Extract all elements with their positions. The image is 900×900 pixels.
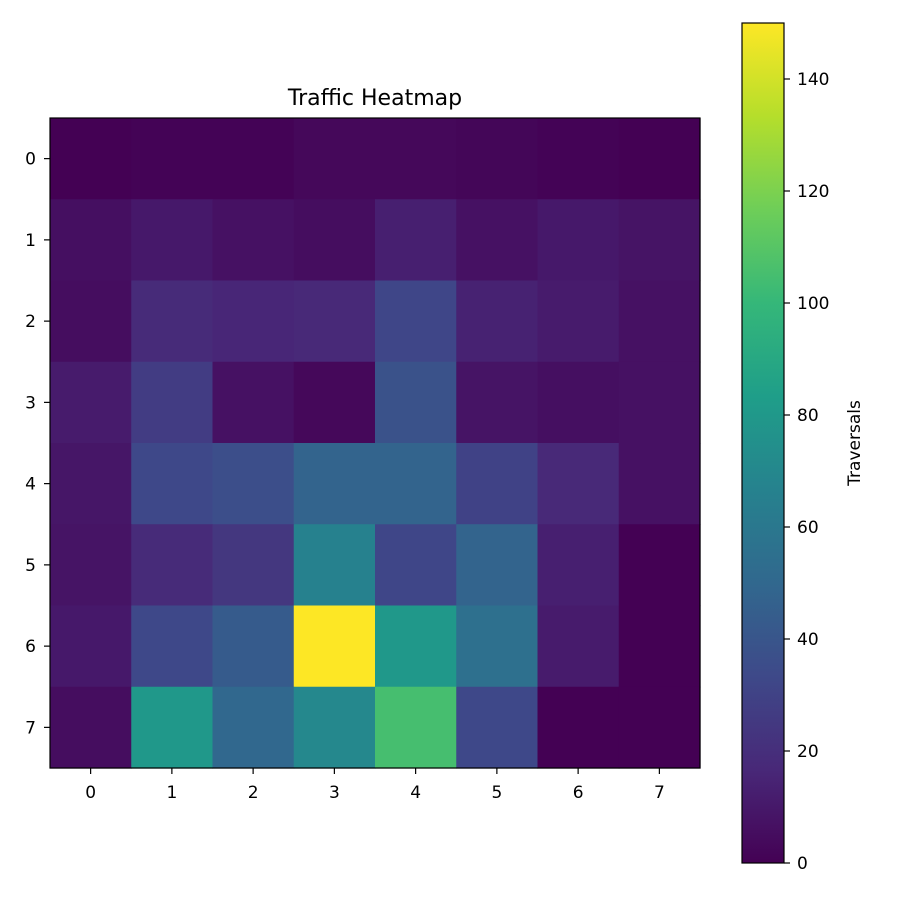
x-tick-label: 3 — [329, 783, 340, 803]
heatmap-cell-r2-c1 — [131, 280, 214, 363]
colorbar-tick-label: 40 — [797, 630, 819, 650]
y-tick-label: 1 — [25, 231, 36, 251]
heatmap-cell-r0-c1 — [131, 118, 214, 200]
heatmap-cell-r1-c2 — [212, 199, 295, 282]
colorbar — [741, 22, 785, 864]
heatmap-cell-r4-c4 — [375, 443, 457, 525]
x-tick-label: 6 — [573, 783, 584, 803]
heatmap-cell-r3-c3 — [293, 361, 376, 444]
heatmap-cell-r5-c3 — [293, 524, 376, 607]
heatmap-cell-r4-c2 — [212, 443, 295, 525]
heatmap-cell-r5-c4 — [375, 524, 457, 607]
x-axis-ticks: 0 1 2 3 4 5 6 7 — [85, 768, 665, 803]
heatmap-cell-r4-c3 — [293, 443, 376, 525]
heatmap-cell-r0-c4 — [375, 118, 457, 200]
heatmap-cell-r1-c3 — [293, 199, 376, 282]
heatmap-cell-r5-c6 — [537, 524, 620, 607]
heatmap-cell-r2-c6 — [537, 280, 620, 363]
heatmap-cell-r2-c4 — [375, 280, 457, 363]
heatmap-cell-r5-c5 — [456, 524, 539, 607]
heatmap-cell-r0-c6 — [537, 118, 620, 200]
colorbar-tick-label: 0 — [797, 854, 808, 874]
y-tick-label: 0 — [25, 150, 36, 170]
heatmap-cell-r2-c0 — [50, 280, 132, 363]
chart-title: Traffic Heatmap — [287, 86, 462, 111]
heatmap-cell-r7-c2 — [212, 686, 295, 769]
colorbar-tick-label: 20 — [797, 742, 819, 762]
heatmap-cell-r1-c7 — [618, 199, 701, 282]
heatmap-cell-r4-c7 — [618, 443, 701, 525]
heatmap-cell-r0-c0 — [50, 118, 132, 200]
heatmap-cell-r6-c3 — [293, 605, 376, 688]
heatmap-cell-r3-c2 — [212, 361, 295, 444]
colorbar-ticks: 0 20 40 60 80 100 120 140 — [784, 70, 829, 874]
heatmap-cell-r6-c5 — [456, 605, 539, 688]
heatmap-cell-r2-c2 — [212, 280, 295, 363]
heatmap-cells — [50, 118, 701, 769]
y-tick-label: 5 — [25, 556, 36, 576]
y-axis-ticks: 0 1 2 3 4 5 6 7 — [25, 150, 50, 738]
colorbar-tick-label: 120 — [797, 182, 829, 202]
heatmap-cell-r5-c0 — [50, 524, 132, 607]
heatmap-cell-r2-c3 — [293, 280, 376, 363]
heatmap-cell-r7-c0 — [50, 686, 132, 769]
plot-frame — [49, 117, 701, 769]
heatmap-cell-r4-c0 — [50, 443, 132, 525]
y-tick-label: 4 — [25, 475, 36, 495]
heatmap-cell-r7-c6 — [537, 686, 620, 769]
heatmap-cell-r5-c7 — [618, 524, 701, 607]
heatmap-cell-r6-c0 — [50, 605, 132, 688]
heatmap-cell-r3-c6 — [537, 361, 620, 444]
heatmap-cell-r6-c4 — [375, 605, 457, 688]
heatmap-cell-r3-c4 — [375, 361, 457, 444]
colorbar-tick-label: 80 — [797, 406, 819, 426]
y-tick-label: 6 — [25, 637, 36, 657]
heatmap-cell-r7-c4 — [375, 686, 457, 769]
heatmap-cell-r5-c1 — [131, 524, 214, 607]
colorbar-tick-label: 100 — [797, 294, 829, 314]
heatmap-cell-r3-c7 — [618, 361, 701, 444]
y-tick-label: 2 — [25, 312, 36, 332]
heatmap-cell-r4-c6 — [537, 443, 620, 525]
heatmap-cell-r5-c2 — [212, 524, 295, 607]
x-tick-label: 7 — [654, 783, 665, 803]
heatmap-cell-r3-c5 — [456, 361, 539, 444]
heatmap-cell-r1-c0 — [50, 199, 132, 282]
colorbar-label: Traversals — [845, 400, 865, 487]
heatmap-cell-r4-c1 — [131, 443, 214, 525]
colorbar-tick-label: 140 — [797, 70, 829, 90]
heatmap-cell-r0-c3 — [293, 118, 376, 200]
heatmap-cell-r6-c7 — [618, 605, 701, 688]
heatmap-cell-r7-c7 — [618, 686, 701, 769]
heatmap-cell-r4-c5 — [456, 443, 539, 525]
heatmap-cell-r1-c4 — [375, 199, 457, 282]
heatmap-cell-r6-c1 — [131, 605, 214, 688]
heatmap-cell-r7-c1 — [131, 686, 214, 769]
heatmap-cell-r1-c6 — [537, 199, 620, 282]
heatmap-cell-r1-c1 — [131, 199, 214, 282]
heatmap-cell-r6-c6 — [537, 605, 620, 688]
x-tick-label: 1 — [166, 783, 177, 803]
x-tick-label: 4 — [410, 783, 421, 803]
heatmap-cell-r1-c5 — [456, 199, 539, 282]
heatmap-cell-r3-c0 — [50, 361, 132, 444]
y-tick-label: 7 — [25, 718, 36, 738]
heatmap-cell-r0-c2 — [212, 118, 295, 200]
heatmap-cell-r2-c5 — [456, 280, 539, 363]
heatmap-cell-r6-c2 — [212, 605, 295, 688]
heatmap-cell-r7-c3 — [293, 686, 376, 769]
heatmap-cell-r2-c7 — [618, 280, 701, 363]
heatmap-cell-r0-c7 — [618, 118, 701, 200]
x-tick-label: 2 — [248, 783, 259, 803]
colorbar-tick-label: 60 — [797, 518, 819, 538]
heatmap-cell-r0-c5 — [456, 118, 539, 200]
x-tick-label: 5 — [491, 783, 502, 803]
heatmap-cell-r7-c5 — [456, 686, 539, 769]
x-tick-label: 0 — [85, 783, 96, 803]
y-tick-label: 3 — [25, 393, 36, 413]
heatmap-cell-r3-c1 — [131, 361, 214, 444]
